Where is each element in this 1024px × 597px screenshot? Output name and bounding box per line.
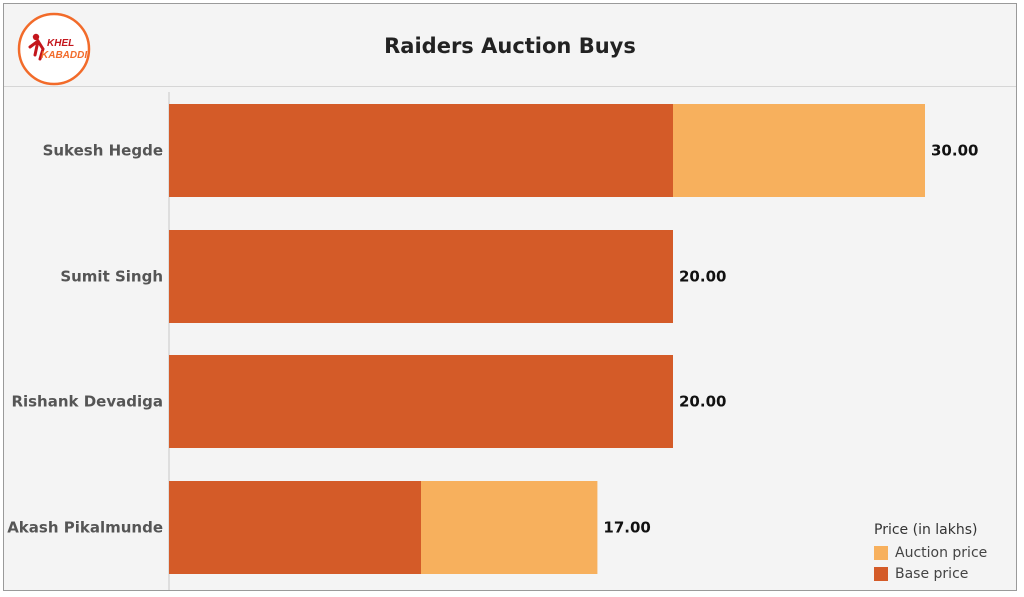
legend-label-base: Base price [895,565,969,582]
bar-base-rishank-devadiga [169,355,673,448]
bar-base-sumit-singh [169,230,673,323]
bar-auction-akash-pikalmunde [421,481,598,574]
bar-base-sukesh-hegde [169,104,673,197]
value-label-akash-pikalmunde: 17.00 [603,519,650,537]
legend-label-auction: Auction price [895,544,988,561]
value-label-sukesh-hegde: 30.00 [931,142,978,160]
category-label-akash-pikalmunde: Akash Pikalmunde [7,519,163,537]
svg-text:KABADDI: KABADDI [41,50,87,61]
legend: Price (in lakhs) Auction price Base pric… [874,522,987,584]
legend-swatch-auction [874,545,888,560]
svg-text:KHEL: KHEL [47,38,74,49]
legend-title: Price (in lakhs) [874,522,978,538]
chart-title: Raiders Auction Buys [384,34,636,58]
dashboard-frame: KHEL KABADDI Raiders Auction Buys Sukesh… [3,3,1017,591]
value-label-sumit-singh: 20.00 [679,268,726,286]
bar-auction-sukesh-hegde [673,104,925,197]
header: KHEL KABADDI Raiders Auction Buys [4,4,1016,87]
legend-swatch-base [874,566,888,581]
legend-item-base-price[interactable]: Base price [874,563,987,584]
khel-kabaddi-logo: KHEL KABADDI [17,12,91,86]
bar-base-akash-pikalmunde [169,481,421,574]
category-label-sumit-singh: Sumit Singh [60,268,163,286]
value-label-rishank-devadiga: 20.00 [679,393,726,411]
category-label-sukesh-hegde: Sukesh Hegde [43,142,163,160]
category-label-rishank-devadiga: Rishank Devadiga [11,393,163,411]
bar-chart: Sukesh Hegde 30.00 Sumit Singh 20.00 Rishank… [7,92,978,590]
legend-item-auction-price[interactable]: Auction price [874,542,987,563]
